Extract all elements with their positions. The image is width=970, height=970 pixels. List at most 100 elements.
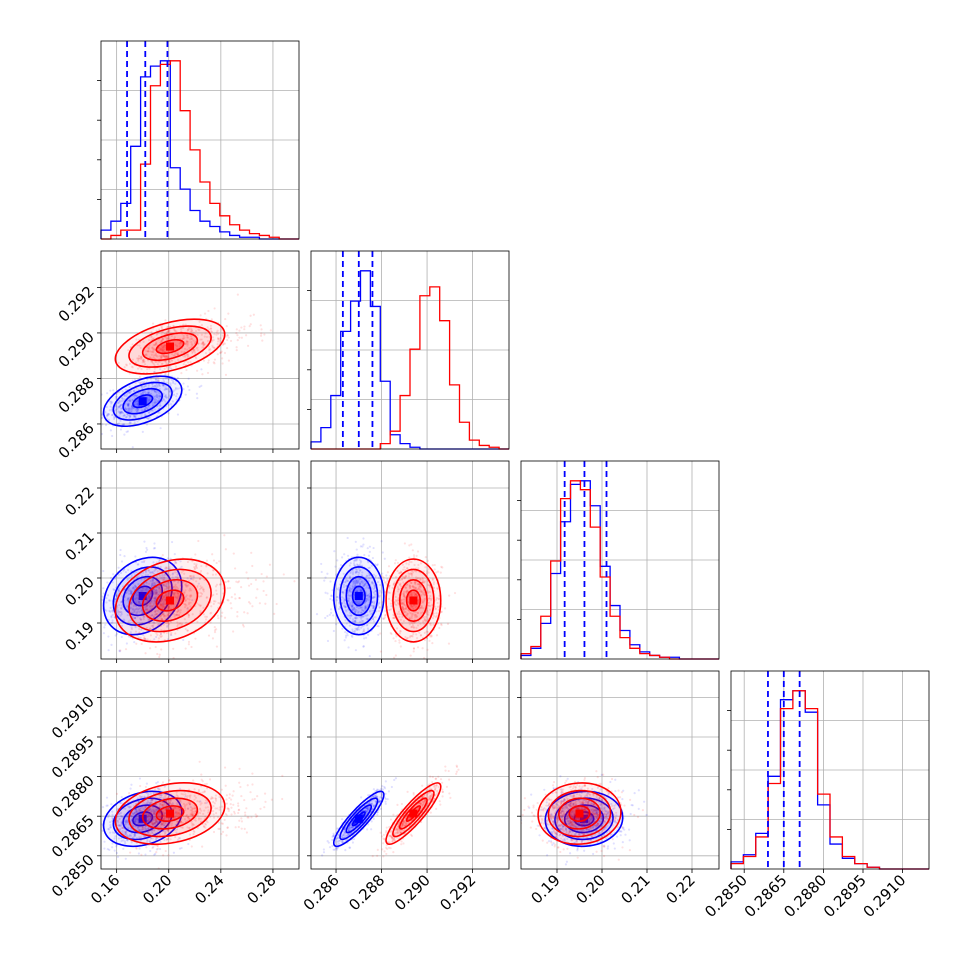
sample-point <box>404 575 407 578</box>
sample-point <box>146 597 149 600</box>
panel-inner <box>94 534 296 659</box>
sample-point <box>94 605 96 607</box>
sample-point <box>153 576 157 579</box>
sample-point <box>378 589 382 592</box>
sample-point <box>123 840 126 843</box>
sample-point <box>217 337 220 341</box>
sample-point <box>362 581 365 584</box>
sample-point <box>211 573 215 576</box>
sample-point <box>126 414 129 417</box>
sample-point <box>184 583 187 586</box>
sample-point <box>398 639 401 642</box>
sample-point <box>383 614 387 617</box>
sample-point <box>402 568 405 571</box>
sample-point <box>152 343 155 347</box>
sample-point <box>423 581 426 584</box>
sample-point <box>396 585 399 589</box>
sample-point <box>140 796 143 799</box>
sample-point <box>406 636 410 640</box>
sample-point <box>220 615 223 618</box>
sample-point <box>166 638 170 641</box>
sample-point <box>367 561 370 564</box>
sample-point <box>151 409 154 412</box>
sample-point <box>143 407 146 410</box>
sample-point <box>393 656 396 659</box>
sample-point <box>366 613 369 617</box>
sample-point <box>207 809 210 812</box>
sample-point <box>397 610 400 614</box>
sample-point <box>108 609 111 613</box>
sample-point <box>359 588 362 592</box>
sample-point <box>169 612 172 616</box>
sample-point <box>229 339 233 343</box>
sample-point <box>241 623 245 626</box>
sample-point <box>190 337 193 340</box>
sample-point <box>150 350 154 353</box>
sample-point <box>411 614 414 617</box>
sample-point <box>126 597 130 600</box>
sample-point <box>149 579 152 583</box>
contour-line <box>112 566 173 626</box>
sample-point <box>128 792 131 795</box>
sample-point <box>440 622 443 626</box>
sample-point <box>165 387 168 391</box>
sample-point <box>109 389 112 392</box>
sample-point <box>136 826 140 829</box>
sample-point <box>199 591 202 594</box>
sample-point <box>413 556 416 559</box>
sample-point <box>159 565 162 569</box>
sample-point <box>167 359 170 362</box>
sample-point <box>215 561 218 565</box>
sample-point <box>328 613 331 616</box>
sample-point <box>172 647 175 650</box>
sample-point <box>143 835 146 838</box>
sample-point <box>182 323 185 326</box>
sample-point <box>166 356 169 359</box>
sample-point <box>168 337 171 340</box>
sample-point <box>176 387 179 390</box>
sample-point <box>344 619 347 622</box>
sample-point <box>144 638 147 641</box>
sample-point <box>165 807 169 810</box>
sample-point <box>410 612 413 615</box>
sample-point <box>237 580 241 583</box>
sample-point <box>144 574 147 577</box>
sample-point <box>111 609 114 612</box>
sample-point <box>187 328 190 331</box>
sample-point <box>392 583 395 587</box>
sample-point <box>366 575 369 578</box>
sample-point <box>203 809 206 812</box>
sample-point <box>157 786 160 790</box>
sample-point <box>160 598 163 601</box>
sample-point <box>158 395 162 398</box>
sample-point <box>357 579 360 582</box>
sample-point <box>182 337 185 340</box>
sample-point <box>364 599 368 603</box>
sample-point <box>165 631 169 634</box>
sample-point <box>149 377 152 380</box>
sample-point <box>347 599 350 602</box>
sample-point <box>436 587 439 590</box>
sample-point <box>162 354 166 357</box>
sample-point <box>142 616 145 619</box>
sample-point <box>152 588 155 591</box>
sample-point <box>148 840 152 843</box>
sample-point <box>147 622 150 625</box>
sample-point <box>265 575 268 578</box>
sample-point <box>164 373 167 376</box>
sample-point <box>151 809 154 812</box>
sample-point <box>159 614 163 617</box>
sample-point <box>182 363 185 366</box>
sample-point <box>367 594 370 598</box>
sample-point <box>417 567 420 570</box>
sample-point <box>149 392 153 396</box>
sample-point <box>126 569 130 572</box>
sample-point <box>158 384 161 387</box>
scatter-panel-0-1 <box>100 250 300 450</box>
sample-point <box>176 625 179 628</box>
sample-point <box>112 588 115 591</box>
sample-point <box>199 800 202 803</box>
sample-point <box>395 627 399 630</box>
sample-point <box>158 615 161 618</box>
sample-point <box>423 617 426 621</box>
